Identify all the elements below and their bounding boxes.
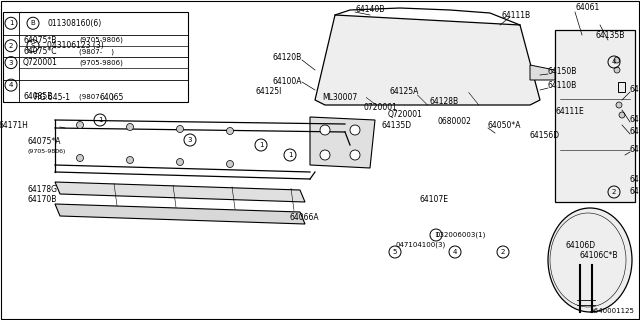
Circle shape <box>350 150 360 160</box>
Text: 64156D: 64156D <box>530 131 560 140</box>
Text: 64111B: 64111B <box>502 11 531 20</box>
Text: 64135B: 64135B <box>595 30 625 39</box>
Text: 64050*A: 64050*A <box>488 122 522 131</box>
Text: 4: 4 <box>9 82 13 88</box>
Text: ML30007: ML30007 <box>322 93 357 102</box>
Text: 64106A: 64106A <box>630 127 640 137</box>
Text: 64106C*A: 64106C*A <box>630 146 640 155</box>
Circle shape <box>619 112 625 118</box>
Text: 64100A: 64100A <box>273 77 302 86</box>
Text: 64125D: 64125D <box>630 85 640 94</box>
Polygon shape <box>55 182 305 202</box>
Text: A640001125: A640001125 <box>590 308 635 314</box>
Text: 0720001: 0720001 <box>364 102 398 111</box>
Text: 64106D: 64106D <box>565 241 595 250</box>
Text: 011308160(6): 011308160(6) <box>47 19 101 28</box>
Polygon shape <box>555 30 635 202</box>
Text: 64140B: 64140B <box>355 5 385 14</box>
Circle shape <box>77 155 83 162</box>
Text: 2: 2 <box>501 249 505 255</box>
Text: Q720001: Q720001 <box>388 110 423 119</box>
Polygon shape <box>55 204 305 224</box>
Text: 64120B: 64120B <box>273 53 302 62</box>
Text: 5: 5 <box>393 249 397 255</box>
Text: 4: 4 <box>453 249 457 255</box>
Text: (9807-    ): (9807- ) <box>79 93 114 100</box>
Text: 64110B: 64110B <box>548 82 577 91</box>
Text: 64075*A: 64075*A <box>28 138 61 147</box>
Text: 0680002: 0680002 <box>438 117 472 126</box>
Circle shape <box>177 125 184 132</box>
Polygon shape <box>530 65 555 80</box>
Text: 3: 3 <box>9 60 13 66</box>
Text: 64107E: 64107E <box>420 196 449 204</box>
Text: 64085B: 64085B <box>23 92 52 101</box>
Text: 64150B: 64150B <box>548 68 577 76</box>
Circle shape <box>614 67 620 73</box>
Text: Q720001: Q720001 <box>23 58 58 67</box>
Circle shape <box>320 150 330 160</box>
Text: 64125I: 64125I <box>255 87 282 97</box>
Circle shape <box>227 127 234 134</box>
Text: B: B <box>31 20 35 26</box>
Text: 64178G: 64178G <box>28 186 58 195</box>
Text: 3: 3 <box>188 137 192 143</box>
Circle shape <box>127 124 134 131</box>
Text: 2: 2 <box>612 189 616 195</box>
Circle shape <box>77 122 83 129</box>
Polygon shape <box>315 15 540 105</box>
Text: 1: 1 <box>288 152 292 158</box>
Text: 032006003(1): 032006003(1) <box>435 232 485 238</box>
Text: 64128B: 64128B <box>430 98 459 107</box>
Text: (9705-9806): (9705-9806) <box>28 148 67 154</box>
Text: (9807-    ): (9807- ) <box>79 48 114 55</box>
Circle shape <box>614 57 620 63</box>
Circle shape <box>616 102 622 108</box>
Text: 1: 1 <box>98 117 102 123</box>
Text: 1: 1 <box>9 20 13 26</box>
Circle shape <box>227 161 234 167</box>
Text: 64065: 64065 <box>100 93 124 102</box>
Text: 4: 4 <box>612 59 616 65</box>
Text: 64171H: 64171H <box>0 121 28 130</box>
Text: 1: 1 <box>259 142 263 148</box>
FancyBboxPatch shape <box>3 12 188 102</box>
Text: (9705-9806): (9705-9806) <box>79 37 123 44</box>
Text: 64075*C: 64075*C <box>23 47 56 56</box>
Text: (9705-9806): (9705-9806) <box>79 60 123 66</box>
Circle shape <box>350 125 360 135</box>
Circle shape <box>127 156 134 164</box>
Text: 043106123 (3): 043106123 (3) <box>47 41 104 50</box>
Text: 64106B: 64106B <box>630 116 640 124</box>
Text: 64123: 64123 <box>630 175 640 185</box>
Text: 64075*B: 64075*B <box>23 36 56 44</box>
Text: 2: 2 <box>9 43 13 49</box>
Text: 64135D: 64135D <box>382 121 412 130</box>
Polygon shape <box>310 117 375 168</box>
Text: 64106C*B: 64106C*B <box>580 251 618 260</box>
Text: FIG.645-1: FIG.645-1 <box>33 93 70 102</box>
Circle shape <box>320 125 330 135</box>
Text: 64170B: 64170B <box>28 196 58 204</box>
Text: 1: 1 <box>434 232 438 238</box>
Text: 64050*B: 64050*B <box>630 188 640 196</box>
Ellipse shape <box>548 208 632 312</box>
Text: 64111E: 64111E <box>555 108 584 116</box>
Text: S: S <box>31 43 35 49</box>
Text: 64061: 64061 <box>575 4 599 12</box>
Text: 64125A: 64125A <box>390 87 419 97</box>
Text: 64066A: 64066A <box>290 213 319 222</box>
Circle shape <box>177 158 184 165</box>
Text: 047104100(3): 047104100(3) <box>395 242 445 248</box>
